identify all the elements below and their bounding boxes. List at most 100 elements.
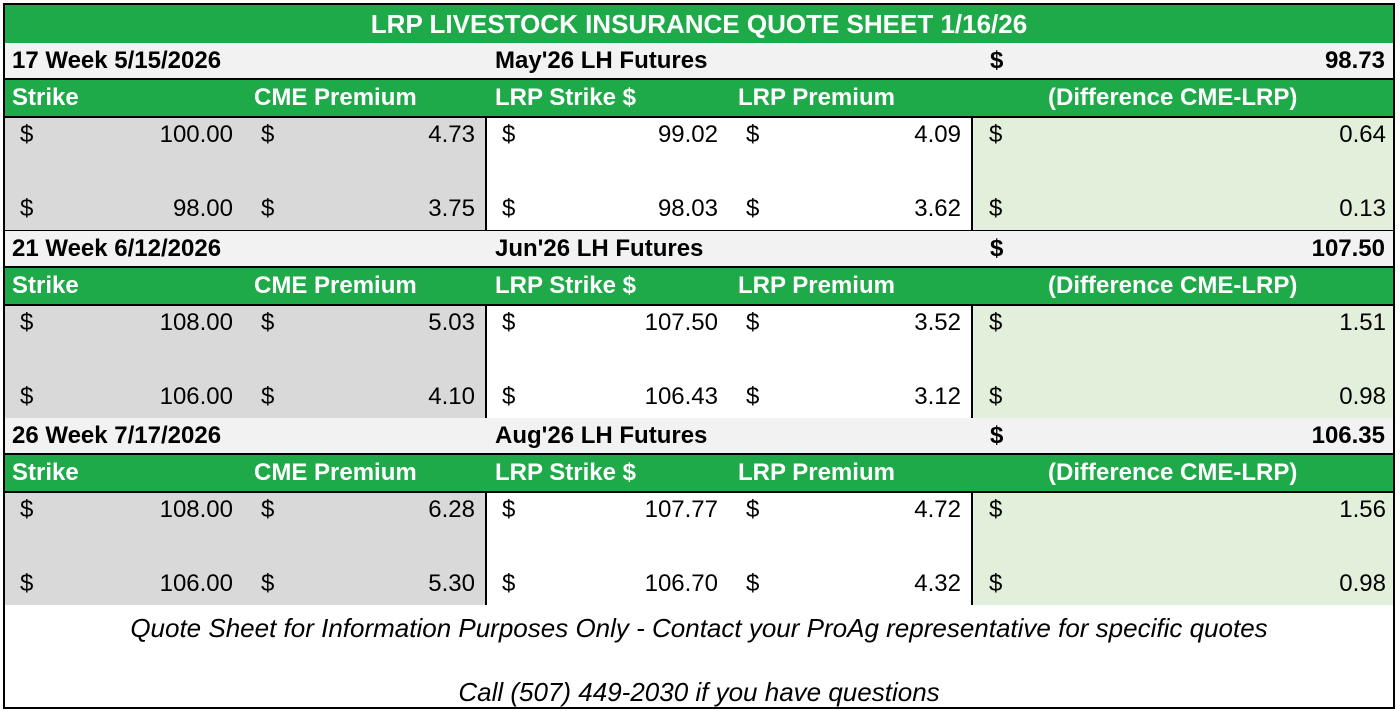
currency-symbol: $ <box>20 195 34 222</box>
col-header-lrp-premium: LRP Premium <box>738 84 895 111</box>
lrp-strike-value: 106.43 <box>644 383 718 410</box>
currency-symbol: $ <box>20 383 34 410</box>
currency-symbol: $ <box>989 309 1003 336</box>
col-header-strike: Strike <box>12 272 79 299</box>
strike-value: 106.00 <box>159 570 233 597</box>
strike-premium-block <box>5 118 487 230</box>
week-label: 17 Week 5/15/2026 <box>12 47 222 74</box>
currency-symbol: $ <box>261 570 275 597</box>
col-header-difference: (Difference CME-LRP) <box>1048 84 1298 111</box>
section-header: 26 Week 7/17/2026 Aug'26 LH Futures $106.3… <box>5 418 1393 455</box>
cme-premium-value: 5.03 <box>428 309 475 336</box>
futures-value: 107.50 <box>1311 235 1385 262</box>
currency-symbol: $ <box>261 496 275 523</box>
strike-premium-block <box>5 493 487 605</box>
lrp-block <box>487 306 973 418</box>
sheet-title: LRP LIVESTOCK INSURANCE QUOTE SHEET 1/16… <box>5 5 1393 45</box>
cme-premium-value: 6.28 <box>428 496 475 523</box>
currency-symbol: $ <box>20 496 34 523</box>
currency-symbol: $ <box>502 496 516 523</box>
column-header-row: Strike CME Premium LRP Strike $ LRP Premium… <box>5 80 1393 118</box>
strike-value: 108.00 <box>159 309 233 336</box>
col-header-lrp-strike: LRP Strike $ <box>495 459 636 486</box>
currency-symbol: $ <box>989 121 1003 148</box>
currency-symbol: $ <box>261 121 275 148</box>
difference-block <box>973 306 1393 418</box>
quote-section: 17 Week 5/15/2026 May'26 LH Futures $98.73… <box>5 43 1393 232</box>
currency-symbol: $ <box>20 570 34 597</box>
futures-value: 98.73 <box>1324 47 1385 74</box>
futures-label: May'26 LH Futures <box>495 47 708 74</box>
difference-value: 0.64 <box>1339 121 1386 148</box>
currency-symbol: $ <box>989 195 1003 222</box>
difference-value: 1.51 <box>1339 309 1386 336</box>
currency-symbol: $ <box>746 570 760 597</box>
currency-symbol: $ <box>989 383 1003 410</box>
lrp-strike-value: 106.70 <box>644 570 718 597</box>
week-label: 21 Week 6/12/2026 <box>12 235 222 262</box>
difference-value: 1.56 <box>1339 496 1386 523</box>
lrp-block <box>487 118 973 230</box>
week-label: 26 Week 7/17/2026 <box>12 422 222 449</box>
futures-currency: $ <box>990 235 1004 262</box>
data-block: $108.00 $5.03 $107.50 $3.52 $1.51 $106.00 $4.1… <box>5 306 1393 420</box>
strike-value: 108.00 <box>159 496 233 523</box>
lrp-premium-value: 3.52 <box>914 309 961 336</box>
strike-value: 106.00 <box>159 383 233 410</box>
strike-value: 100.00 <box>159 121 233 148</box>
col-header-strike: Strike <box>12 84 79 111</box>
currency-symbol: $ <box>989 496 1003 523</box>
currency-symbol: $ <box>261 309 275 336</box>
currency-symbol: $ <box>746 195 760 222</box>
difference-value: 0.98 <box>1339 570 1386 597</box>
footer-disclaimer: Quote Sheet for Information Purposes Onl… <box>130 613 1268 643</box>
futures-currency: $ <box>990 422 1004 449</box>
lrp-premium-value: 4.72 <box>914 496 961 523</box>
lrp-premium-value: 3.62 <box>914 195 961 222</box>
lrp-strike-value: 98.03 <box>657 195 718 222</box>
cme-premium-value: 4.73 <box>428 121 475 148</box>
data-block: $108.00 $6.28 $107.77 $4.72 $1.56 $106.00 $5.3… <box>5 493 1393 607</box>
col-header-lrp-premium: LRP Premium <box>738 459 895 486</box>
cme-premium-value: 4.10 <box>428 383 475 410</box>
cme-premium-value: 3.75 <box>428 195 475 222</box>
futures-currency: $ <box>990 47 1004 74</box>
currency-symbol: $ <box>20 121 34 148</box>
data-block: $100.00 $4.73 $99.02 $4.09 $0.64 $98.00 $3.75 $… <box>5 118 1393 232</box>
col-header-difference: (Difference CME-LRP) <box>1048 459 1298 486</box>
currency-symbol: $ <box>261 195 275 222</box>
section-header: 17 Week 5/15/2026 May'26 LH Futures $98.73 <box>5 43 1393 80</box>
currency-symbol: $ <box>502 570 516 597</box>
futures-value: 106.35 <box>1311 422 1385 449</box>
col-header-cme-premium: CME Premium <box>254 84 417 111</box>
lrp-strike-value: 107.77 <box>644 496 718 523</box>
lrp-premium-value: 4.09 <box>914 121 961 148</box>
currency-symbol: $ <box>746 496 760 523</box>
col-header-lrp-strike: LRP Strike $ <box>495 84 636 111</box>
footer-contact: Call (507) 449-2030 if you have question… <box>458 677 940 707</box>
col-header-lrp-premium: LRP Premium <box>738 272 895 299</box>
col-header-difference: (Difference CME-LRP) <box>1048 272 1298 299</box>
col-header-strike: Strike <box>12 459 79 486</box>
section-header: 21 Week 6/12/2026 Jun'26 LH Futures $107.5… <box>5 231 1393 268</box>
difference-block <box>973 118 1393 230</box>
strike-value: 98.00 <box>172 195 233 222</box>
strike-premium-block <box>5 306 487 418</box>
currency-symbol: $ <box>502 195 516 222</box>
footer: Quote Sheet for Information Purposes Onl… <box>5 605 1393 707</box>
lrp-premium-value: 3.12 <box>914 383 961 410</box>
column-header-row: Strike CME Premium LRP Strike $ LRP Premium… <box>5 268 1393 306</box>
currency-symbol: $ <box>20 309 34 336</box>
futures-label: Aug'26 LH Futures <box>495 422 708 449</box>
col-header-lrp-strike: LRP Strike $ <box>495 272 636 299</box>
difference-block <box>973 493 1393 605</box>
col-header-cme-premium: CME Premium <box>254 272 417 299</box>
currency-symbol: $ <box>989 570 1003 597</box>
cme-premium-value: 5.30 <box>428 570 475 597</box>
lrp-block <box>487 493 973 605</box>
difference-value: 0.13 <box>1339 195 1386 222</box>
currency-symbol: $ <box>502 383 516 410</box>
quote-section: 26 Week 7/17/2026 Aug'26 LH Futures $106.3… <box>5 418 1393 607</box>
quote-section: 21 Week 6/12/2026 Jun'26 LH Futures $107.5… <box>5 231 1393 420</box>
currency-symbol: $ <box>746 121 760 148</box>
